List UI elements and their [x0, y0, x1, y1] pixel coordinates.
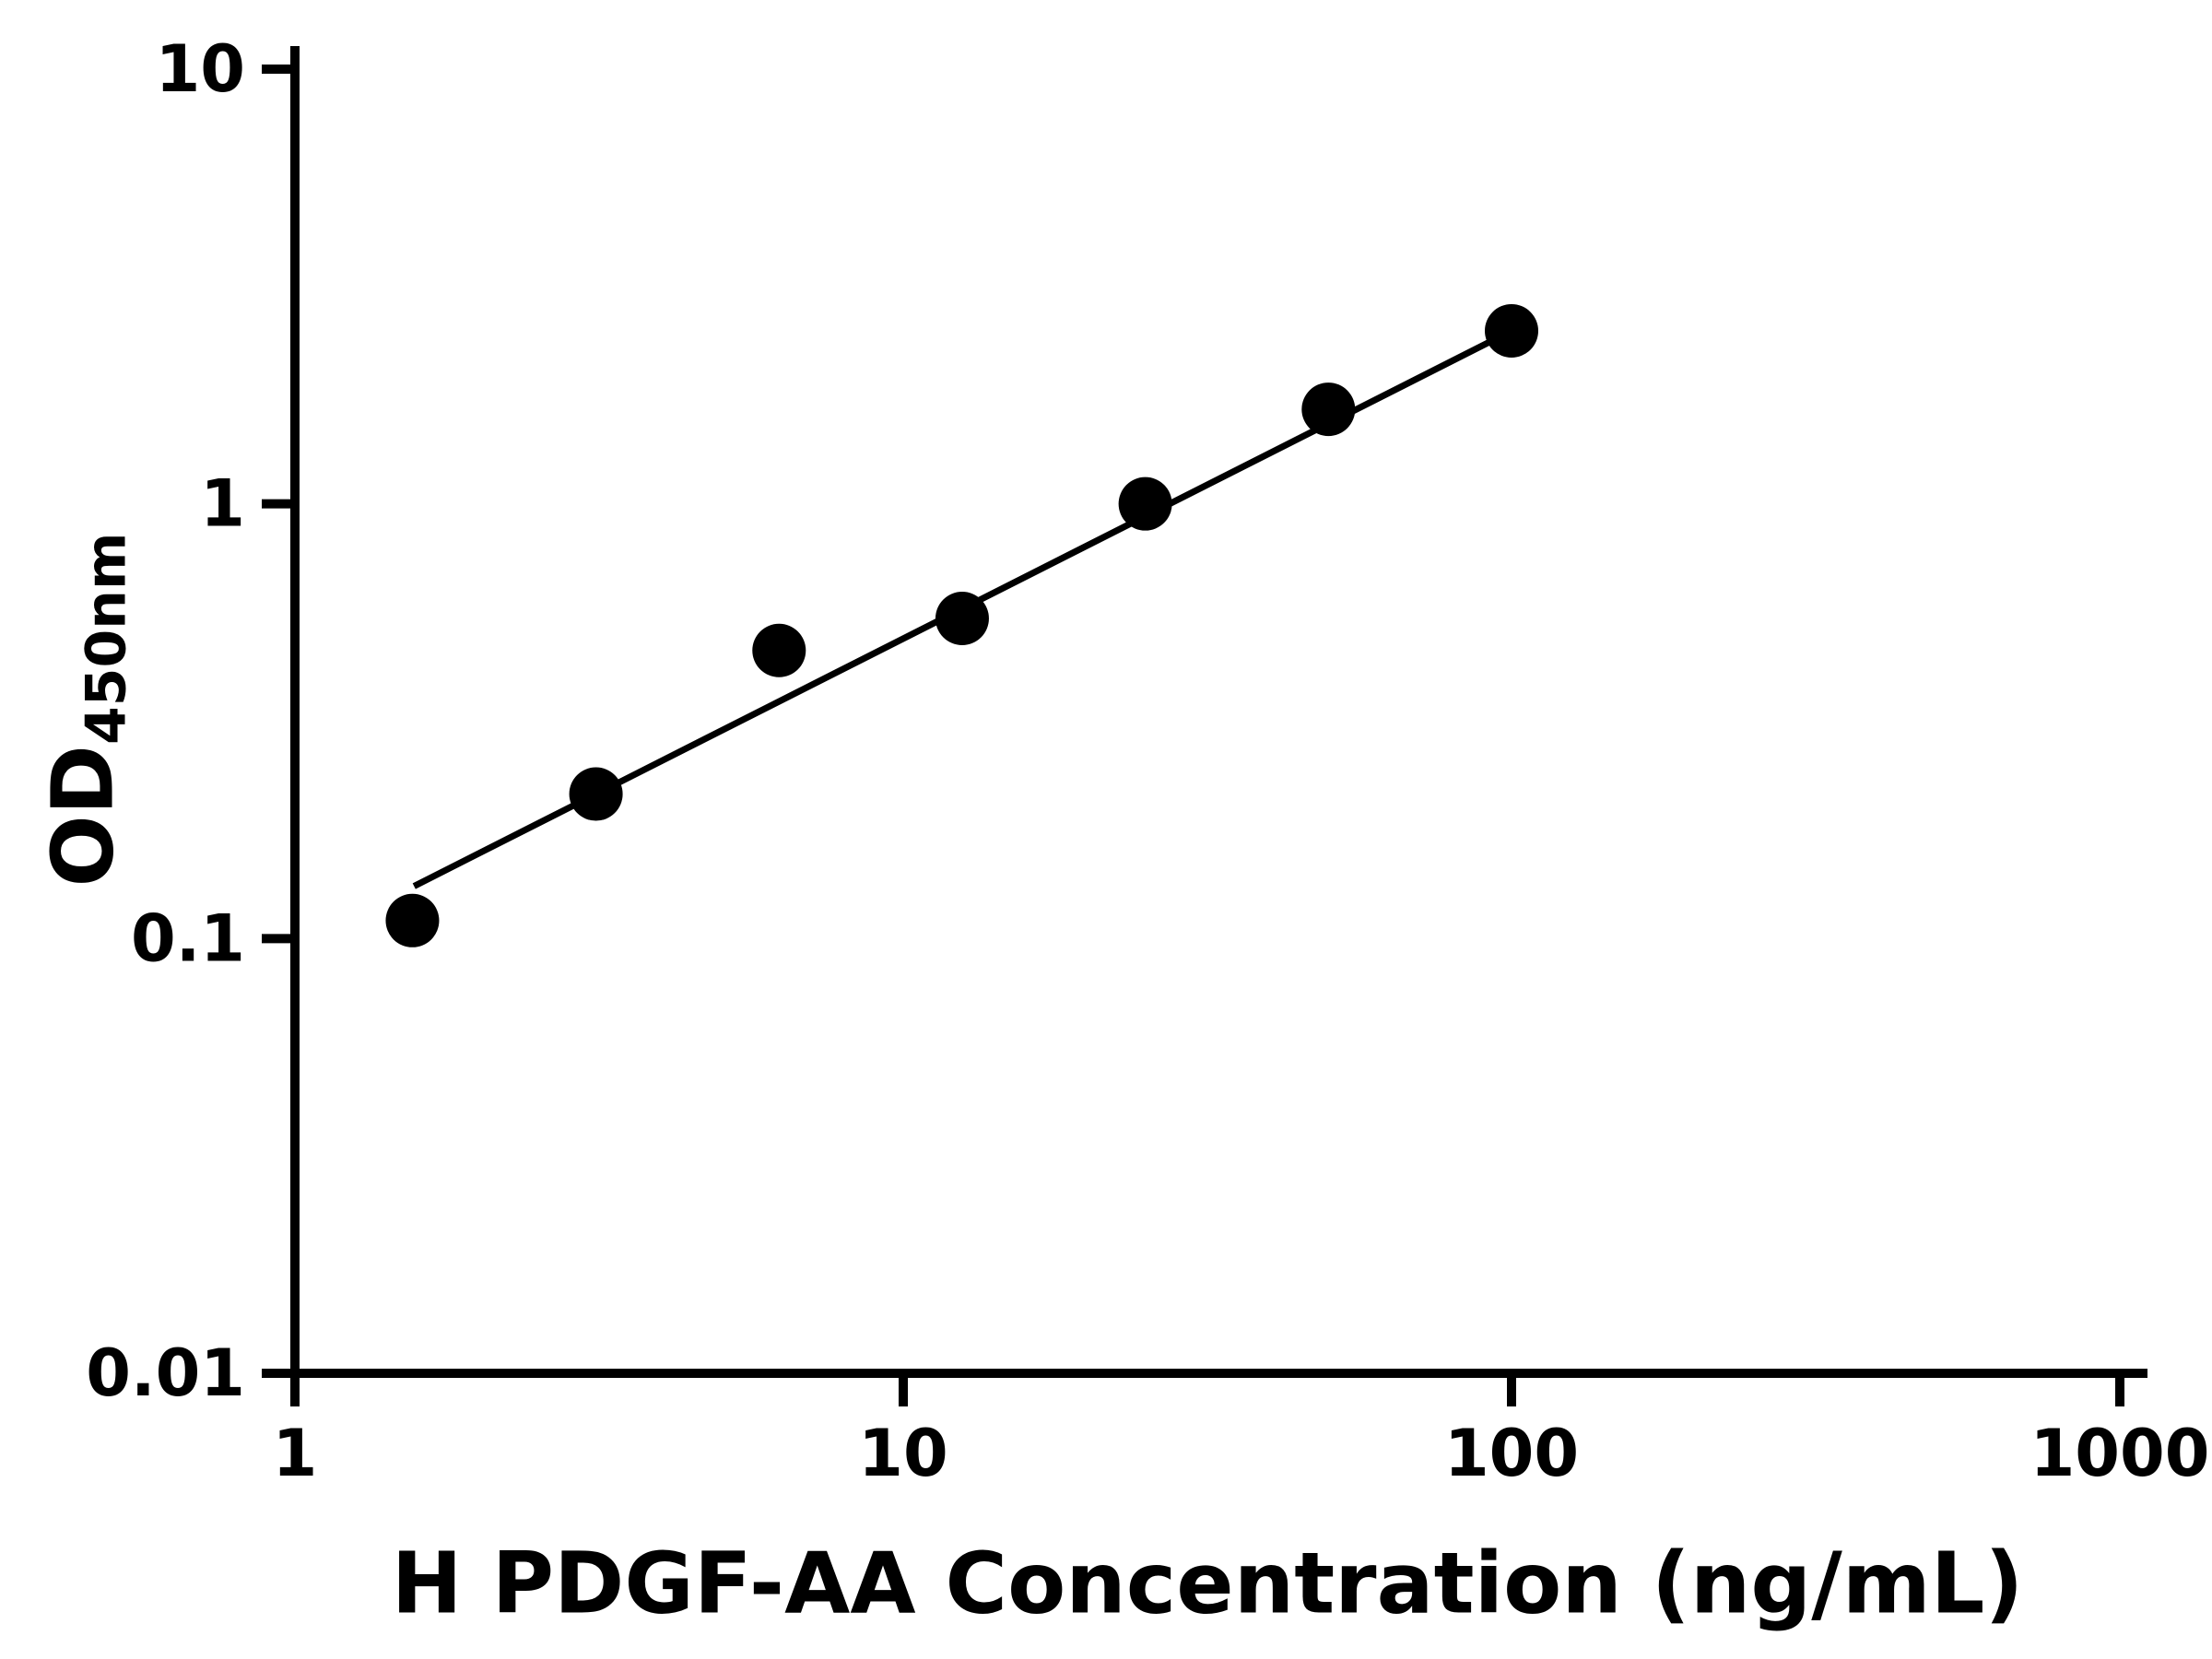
- y-axis-tick-label: 0.01: [86, 1335, 245, 1411]
- x-axis-tick-label: 1000: [2030, 1416, 2210, 1491]
- y-axis-tick-label: 1: [200, 466, 245, 542]
- data-point: [1118, 477, 1172, 531]
- y-axis-title-subscript: 450nm: [74, 532, 139, 745]
- data-point: [569, 767, 623, 821]
- x-axis-tick-label: 1: [273, 1416, 318, 1491]
- data-point: [935, 591, 989, 645]
- y-axis-tick-label: 0.1: [131, 900, 245, 976]
- y-axis-title-main: OD: [33, 744, 133, 888]
- data-point: [1485, 303, 1538, 358]
- data-point: [1301, 382, 1356, 437]
- data-point: [752, 623, 806, 677]
- x-axis-tick-label: 10: [858, 1416, 947, 1491]
- y-axis-title: OD450nm: [33, 532, 139, 888]
- y-axis-tick-label: 10: [156, 31, 245, 107]
- data-point: [385, 893, 440, 947]
- x-axis-title: H PDGF-AA Concentration (ng/mL): [391, 1534, 2024, 1633]
- x-axis-tick-label: 100: [1444, 1416, 1579, 1491]
